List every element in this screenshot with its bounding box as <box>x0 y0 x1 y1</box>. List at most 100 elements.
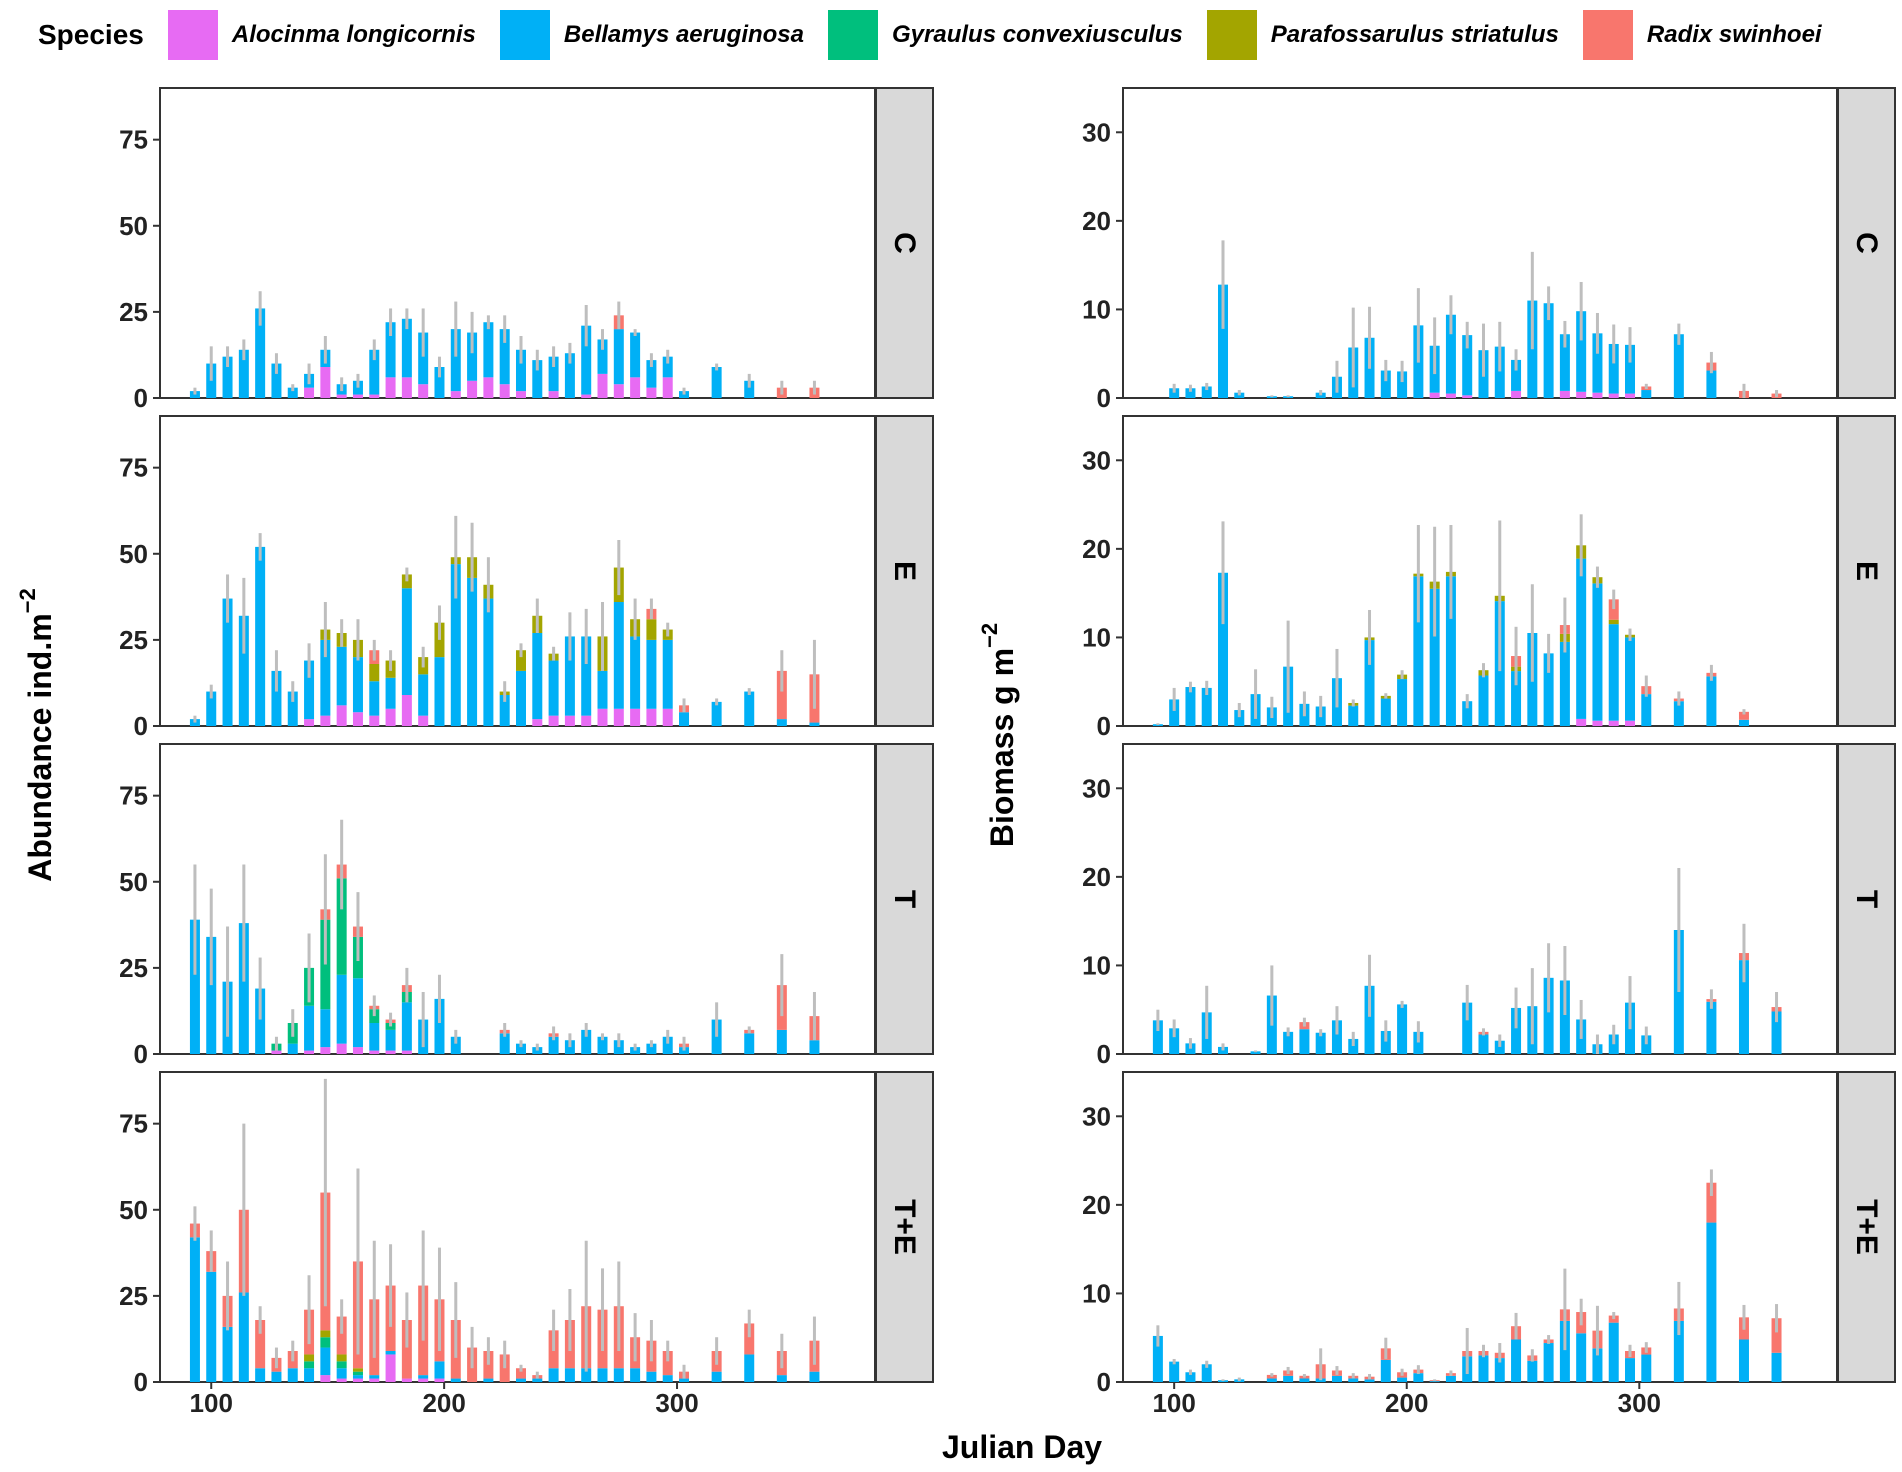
bar-c0-tpluse-day-135-bellamys <box>287 1368 298 1382</box>
bar-c0-e-day-254-bellamys <box>564 636 575 716</box>
bar-c0-tpluse-day-156-bellamys <box>336 1368 347 1379</box>
y-tick-label-c1-c-20: 20 <box>1082 206 1111 236</box>
bar-c1-t-day-170-bellamys <box>1331 1020 1342 1054</box>
bar-c0-t-day-170-bellamys <box>369 1023 380 1051</box>
bar-c1-c-day-219-bellamys <box>1445 314 1456 394</box>
bar-c1-t-day-163-bellamys <box>1315 1032 1326 1054</box>
bar-c0-tpluse-day-240-bellamys <box>532 1378 543 1382</box>
bar-c0-t-day-184-bellamys <box>401 1002 412 1051</box>
y-tick-label-c0-c-0: 0 <box>134 383 148 413</box>
bar-c0-t-day-156-gyraulus <box>336 878 347 975</box>
bar-c0-tpluse-day-156-parafossarulus <box>336 1354 347 1362</box>
bar-c0-c-day-275-alocinma <box>613 384 624 398</box>
bar-c0-e-day-247-alocinma <box>548 715 559 726</box>
bar-c0-e-day-149-alocinma <box>320 715 331 726</box>
bar-c0-t-day-149-alocinma <box>320 1047 331 1054</box>
bar-c0-tpluse-day-114-bellamys <box>238 1292 249 1382</box>
x-axis-title: Julian Day <box>942 1429 1102 1465</box>
bar-c0-e-day-296-alocinma <box>662 708 673 726</box>
bar-c0-e-day-163-bellamys <box>352 657 363 713</box>
bar-c1-c-day-212-alocinma <box>1429 392 1440 398</box>
bar-c0-e-day-331-bellamys <box>744 691 755 726</box>
bar-c1-t-day-345-bellamys <box>1738 960 1749 1054</box>
legend-label-bellamys: Bellamys aeruginosa <box>563 21 804 48</box>
bar-c1-tpluse-day-282-bellamys <box>1592 1348 1603 1382</box>
bar-c1-c-day-303-bellamys <box>1641 390 1652 398</box>
y-tick-label-c0-t-75: 75 <box>119 781 148 811</box>
bar-c0-t-day-177-alocinma <box>385 1050 396 1054</box>
y-tick-label-c0-e-50: 50 <box>119 539 148 569</box>
bar-c0-tpluse-day-191-alocinma <box>418 1378 429 1382</box>
legend-label-parafossarulus: Parafossarulus striatulus <box>1270 21 1559 48</box>
bar-c0-e-day-275-bellamys <box>613 602 624 709</box>
bar-c0-t-day-100-bellamys <box>206 936 217 1054</box>
bar-c0-tpluse-day-156-gyraulus <box>336 1361 347 1369</box>
bar-c0-tpluse-day-156-radix <box>336 1316 347 1355</box>
bar-c0-e-day-233-bellamys <box>515 670 526 726</box>
bar-c0-e-day-240-alocinma <box>532 719 543 726</box>
bar-c0-tpluse-day-163-parafossarulus <box>352 1368 363 1372</box>
bar-c0-e-day-170-bellamys <box>369 681 380 716</box>
bar-c1-c-day-226-alocinma <box>1462 395 1473 398</box>
bar-c1-e-day-191-bellamys <box>1380 698 1391 726</box>
bar-c1-c-day-289-alocinma <box>1608 393 1619 398</box>
bar-c0-c-day-317-bellamys <box>711 367 722 398</box>
bar-c1-t-day-107-bellamys <box>1185 1043 1196 1054</box>
legend-swatch-gyraulus <box>828 10 878 60</box>
bar-c0-tpluse-day-121-radix <box>255 1320 266 1369</box>
bar-c0-c-day-212-alocinma <box>467 380 478 398</box>
bar-c1-c-day-268-alocinma <box>1559 390 1570 398</box>
bar-c1-c-day-268-bellamys <box>1559 334 1570 391</box>
bar-c0-t-day-93-bellamys <box>189 919 200 1054</box>
bar-c1-tpluse-day-233-bellamys <box>1478 1355 1489 1382</box>
y-axis-title-c1: Biomass g m−2 <box>977 623 1020 847</box>
legend: Species Alocinma longicornis Bellamys ae… <box>38 10 1846 60</box>
bar-c0-c-day-331-bellamys <box>744 380 755 398</box>
bar-c1-tpluse-day-114-bellamys <box>1201 1364 1212 1382</box>
y-tick-label-c0-tpluse-25: 25 <box>119 1281 148 1311</box>
bar-c0-tpluse-day-289-bellamys <box>646 1371 657 1382</box>
bar-c0-c-day-191-alocinma <box>418 384 429 398</box>
bar-c1-e-day-219-bellamys <box>1445 576 1456 726</box>
bar-c0-c-day-156-alocinma <box>336 394 347 398</box>
bar-c0-tpluse-day-163-bellamys <box>352 1375 363 1379</box>
bar-c0-e-day-303-bellamys <box>679 712 690 726</box>
bar-c0-c-day-219-alocinma <box>483 377 494 398</box>
bar-c0-c-day-114-bellamys <box>238 349 249 398</box>
bar-c1-tpluse-day-212-bellamys <box>1429 1381 1440 1382</box>
bar-c1-e-day-184-bellamys <box>1364 640 1375 726</box>
bar-c0-c-day-184-alocinma <box>401 377 412 398</box>
bar-c0-tpluse-day-149-gyraulus <box>320 1337 331 1348</box>
bar-c1-e-day-345-bellamys <box>1738 719 1749 726</box>
y-tick-label-c1-tpluse-20: 20 <box>1082 1190 1111 1220</box>
bar-c1-tpluse-day-296-bellamys <box>1625 1358 1636 1382</box>
bar-c1-t-day-198-bellamys <box>1397 1004 1408 1054</box>
facet-strip-c0-tpluse <box>875 1071 934 1383</box>
bar-c0-tpluse-day-205-bellamys <box>450 1378 461 1382</box>
bar-c1-e-day-282-bellamys <box>1592 583 1603 721</box>
bar-c0-c-day-170-alocinma <box>369 394 380 398</box>
bar-c0-e-day-163-alocinma <box>352 712 363 726</box>
bar-c0-tpluse-day-121-bellamys <box>255 1368 266 1382</box>
bar-c1-tpluse-day-268-bellamys <box>1559 1320 1570 1382</box>
bar-c1-t-day-205-bellamys <box>1413 1031 1424 1054</box>
bar-c0-tpluse-day-177-bellamys <box>385 1351 396 1355</box>
bar-c0-t-day-121-bellamys <box>255 988 266 1054</box>
y-tick-label-c0-t-0: 0 <box>134 1039 148 1069</box>
bar-c0-tpluse-day-191-bellamys <box>418 1375 429 1379</box>
bar-c1-t-day-359-bellamys <box>1771 1011 1782 1054</box>
legend-label-gyraulus: Gyraulus convexiusculus <box>892 21 1183 48</box>
bar-c1-t-day-149-bellamys <box>1283 1031 1294 1054</box>
legend-swatch-bellamys <box>499 10 550 60</box>
bar-c0-tpluse-day-107-bellamys <box>222 1326 233 1382</box>
bar-c0-t-day-114-bellamys <box>238 923 249 1054</box>
bar-c0-c-day-184-bellamys <box>401 318 412 378</box>
bar-c0-t-day-184-alocinma <box>401 1050 412 1054</box>
bar-c0-e-day-107-bellamys <box>222 598 233 726</box>
bar-c0-tpluse-day-177-alocinma <box>385 1354 396 1382</box>
bar-c0-e-day-205-bellamys <box>450 564 461 726</box>
bar-c1-e-day-177-bellamys <box>1348 705 1359 726</box>
bar-c0-c-day-163-alocinma <box>352 394 363 398</box>
bar-c1-c-day-296-alocinma <box>1625 393 1636 398</box>
